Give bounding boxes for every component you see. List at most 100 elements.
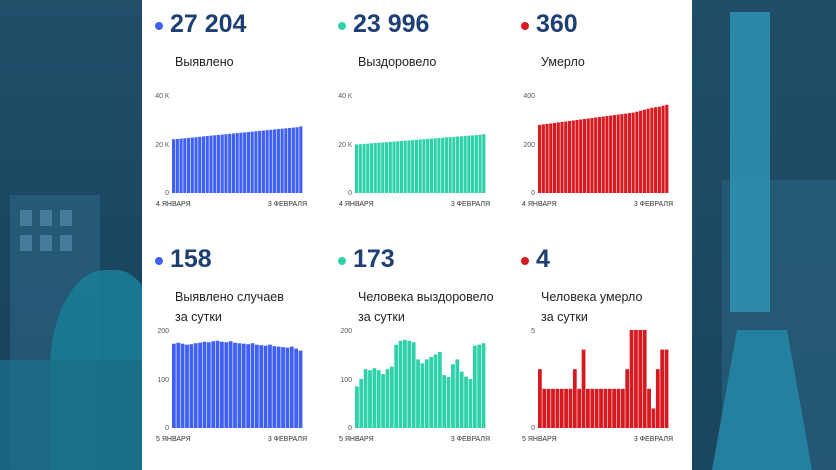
bar [605,116,609,193]
stat-value: 27 204 [170,10,247,38]
bar [464,376,468,428]
bar [631,112,635,193]
bar [366,143,370,193]
y-tick-label: 0 [165,425,169,432]
bar [206,342,211,428]
bar [455,359,460,428]
x-axis-end-label: 3 ФЕВРАЛЯ [451,201,490,208]
bar [634,330,638,428]
legend-dot-icon [521,22,529,30]
bar [556,122,560,193]
bar [213,135,217,193]
y-tick-label: 0 [531,425,535,432]
bar [577,388,582,428]
bar [189,344,194,428]
y-tick-label: 100 [157,377,169,384]
bar [363,369,368,428]
y-tick-label: 20 К [155,142,170,149]
bar [175,138,179,193]
bar [294,348,299,428]
bar [433,354,438,428]
bar-chart-svg: 0 100 200 5 ЯНВАРЯ 3 ФЕВРАЛЯ [156,328,307,443]
bar [254,344,259,428]
bar [407,340,412,428]
bar [268,344,272,428]
stat-card-recovered: 23 996 Выздоровело 0 20 К 40 К 4 ЯНВАРЯ 3 ФЕВР… [333,0,516,235]
stat-label: Выявлено случаев за сутки [175,287,284,327]
bar [190,137,194,193]
bar [551,388,555,428]
bar [381,142,385,193]
bar [575,119,579,193]
bar-chart-svg: 0 5 5 ЯНВАРЯ 3 ФЕВРАЛЯ [522,328,673,443]
y-tick-label: 0 [348,190,352,197]
stat-card-detected-daily: 158 Выявлено случаев за сутки 0 100 200 5 ЯНВА… [150,235,333,470]
bar [665,104,669,193]
bar [451,364,455,428]
stat-label: Человека умерло за сутки [541,287,642,327]
bar [651,408,656,428]
bar [359,379,364,428]
bar [639,110,643,193]
bar [549,123,553,193]
bar [198,342,202,428]
bar [599,388,603,428]
bar [452,136,456,193]
y-tick-label: 200 [340,328,352,335]
bar [265,130,269,193]
bar [399,140,404,193]
bar [250,343,255,428]
bar [620,114,624,193]
bar [657,106,661,193]
bar [629,330,634,428]
bar [607,388,612,428]
x-axis-start-label: 4 ЯНВАРЯ [339,201,374,208]
bar [228,341,233,428]
bar [571,120,575,193]
bar [586,388,590,428]
stat-value: 360 [536,10,578,38]
bar [620,388,625,428]
stat-label-line: Выявлено [175,55,234,69]
bar [398,340,403,428]
y-tick-label: 0 [165,190,169,197]
bar [231,133,236,193]
bar-chart-svg: 0 100 200 5 ЯНВАРЯ 3 ФЕВРАЛЯ [339,328,490,443]
bar [407,140,411,193]
bar-chart: 0 100 200 5 ЯНВАРЯ 3 ФЕВРАЛЯ [150,321,333,451]
bar [468,379,473,428]
x-axis-end-label: 3 ФЕВРАЛЯ [268,436,307,443]
bar [650,107,654,193]
bar [590,118,594,193]
legend-dot-icon [338,257,346,265]
bar [564,388,568,428]
bar [246,344,250,428]
bar [224,134,228,193]
x-axis-end-label: 3 ФЕВРАЛЯ [268,201,307,208]
bar [594,388,599,428]
bar [555,388,560,428]
bar [616,388,621,428]
bar [205,136,209,193]
bar [560,121,564,193]
bar [295,127,299,193]
bar [250,131,254,193]
bar [429,138,433,193]
bar [185,344,189,428]
bar [269,129,273,193]
y-tick-label: 40 К [338,93,353,100]
bar [258,130,262,193]
x-axis-start-label: 5 ЯНВАРЯ [339,436,374,443]
bar [194,137,198,193]
bar-chart: 0 5 5 ЯНВАРЯ 3 ФЕВРАЛЯ [516,321,699,451]
stat-value: 173 [353,245,395,273]
bar [237,343,242,428]
stat-label: Выявлено [175,52,234,72]
bar-chart: 0 20 К 40 К 4 ЯНВАРЯ 3 ФЕВРАЛЯ [333,86,516,216]
bar [202,341,207,428]
bar [385,369,390,428]
bar [246,131,250,193]
bar [373,143,377,193]
bar [299,126,303,193]
bar [220,134,224,193]
